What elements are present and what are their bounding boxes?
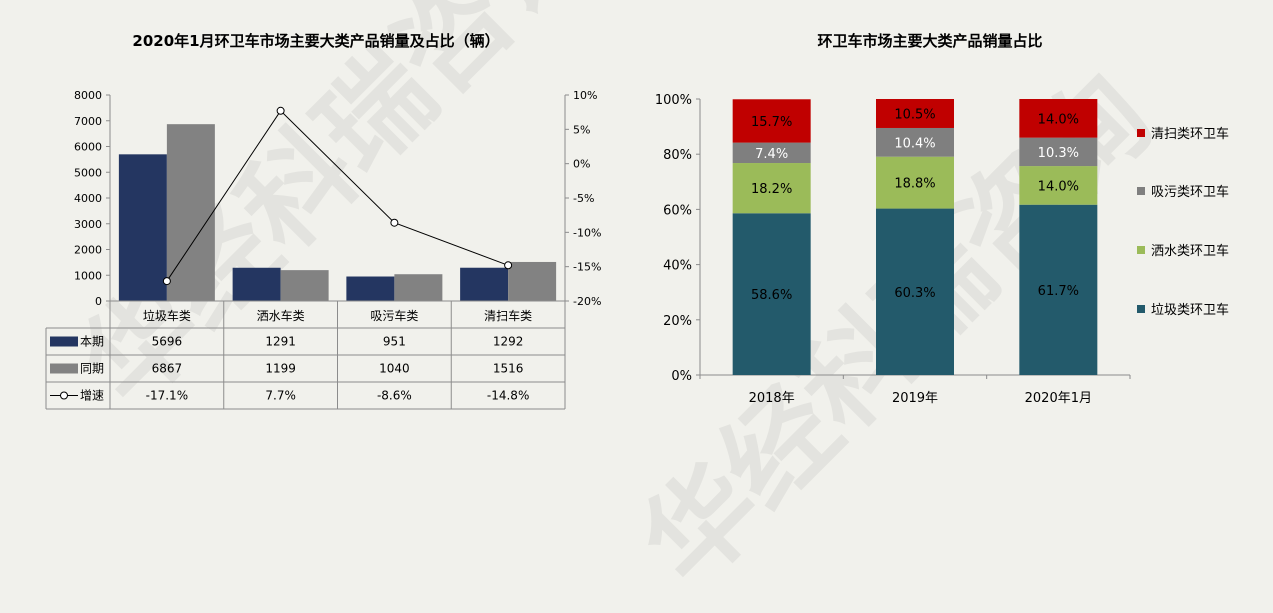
y2-tick-label: 5% [573,123,590,136]
y2-tick-label: 0% [573,158,590,171]
y-tick-label: 5000 [74,166,102,179]
bar-prior [280,270,329,301]
table-cell: 1516 [493,362,524,376]
stack-segment [876,156,954,209]
table-row-label: 增速 [80,389,104,403]
y-tick-label: 8000 [74,89,102,102]
table-legend-swatch [50,363,78,374]
y-tick-label: 4000 [74,192,102,205]
table-cell: 1199 [265,362,296,376]
table-cell: -17.1% [146,389,188,403]
y2-tick-label: -20% [573,295,601,308]
bar-current [346,276,395,301]
y-tick-label: 6000 [74,141,102,154]
category-label: 2020年1月 [1025,391,1092,406]
segment-label: 14.0% [1038,112,1079,127]
bar-prior [508,261,557,301]
bar-prior [166,124,215,302]
table-legend-swatch [50,336,78,347]
segment-label: 61.7% [1038,284,1079,299]
table-cell: 5696 [152,335,183,349]
growth-line [166,110,509,282]
legend-label: 洒水类环卫车 [1151,243,1229,259]
segment-label: 15.7% [751,115,792,130]
stack-segment [876,208,954,375]
category-label: 2019年 [892,391,938,406]
bar-current [460,267,509,301]
y-tick-label: 60% [663,203,692,218]
y2-tick-label: -10% [573,226,601,239]
bar-current [232,267,281,301]
legend-swatch [1137,129,1145,137]
right-chart-title: 环卫车市场主要大类产品销量占比 [817,32,1043,50]
y2-tick-label: 10% [573,89,597,102]
stack-segment [732,142,811,164]
stack-segment [876,99,954,128]
table-cell: -14.8% [487,389,529,403]
table-row-label: 同期 [80,362,104,376]
stack-segment [876,127,954,157]
legend-label: 垃圾类环卫车 [1151,302,1229,318]
segment-label: 58.6% [751,288,792,303]
legend-label: 吸污类环卫车 [1151,184,1229,200]
segment-label: 14.0% [1038,179,1079,194]
legend-swatch [1137,305,1145,313]
y-tick-label: 100% [655,93,692,108]
segment-label: 10.5% [894,107,935,122]
legend-swatch [1137,246,1145,254]
segment-label: 7.4% [755,147,788,162]
y-tick-label: 7000 [74,115,102,128]
y-tick-label: 0% [671,369,692,384]
right-stacked-bar-chart: 0% 20% 40% 60% 80% 100% 58.6% 18.2% 7.4% 15.7% 201… [655,93,1229,406]
chart-canvas: 华经科瑞咨询 华经科瑞咨询 2020年1月环卫车市场主要大类产品销量及占比（辆）… [45,0,1229,609]
table-cell: 951 [383,335,406,349]
table-cell: 1291 [265,335,296,349]
table-cell: -8.6% [377,389,412,403]
y-tick-label: 80% [663,148,692,163]
category-label: 吸污车类 [370,308,418,323]
bar-prior [394,274,443,301]
stack-segment [1019,137,1098,167]
table-cell: 7.7% [265,389,296,403]
segment-label: 60.3% [894,286,935,301]
table-cell: 6867 [152,362,183,376]
stack-segment [732,163,811,214]
stack-segment [732,213,811,375]
stack-segment [1019,204,1098,375]
y-tick-label: 1000 [74,269,102,282]
growth-point [504,261,513,270]
segment-label: 10.4% [894,136,935,151]
stack-segment [1019,99,1098,138]
y2-tick-label: -5% [573,192,594,205]
y-tick-label: 2000 [74,244,102,257]
y-tick-label: 0 [95,295,102,308]
category-label: 清扫车类 [484,308,532,323]
segment-label: 10.3% [1038,146,1079,161]
table-row-label: 本期 [80,335,104,349]
legend-label: 清扫类环卫车 [1151,126,1229,142]
y-tick-label: 3000 [74,218,102,231]
growth-point [390,218,399,227]
segment-label: 18.2% [751,182,792,197]
left-combo-chart: 0 1000 2000 3000 4000 5000 6000 7000 8000 -20% -15… [45,89,601,410]
stack-segment [1019,166,1098,205]
y-tick-label: 40% [663,259,692,274]
y-tick-label: 20% [663,314,692,329]
growth-point [276,106,285,115]
legend-swatch [1137,187,1145,195]
stack-segment [732,99,811,143]
category-label: 垃圾车类 [143,308,191,323]
segment-label: 18.8% [894,177,935,192]
table-cell: 1040 [379,362,410,376]
table-cell: 1292 [493,335,524,349]
table-legend-marker [60,391,68,400]
category-label: 2018年 [749,391,795,406]
left-chart-title: 2020年1月环卫车市场主要大类产品销量及占比（辆） [132,32,500,50]
category-label: 洒水车类 [257,308,305,323]
bar-current [118,154,167,301]
y2-tick-label: -15% [573,261,601,274]
growth-point [162,277,171,286]
